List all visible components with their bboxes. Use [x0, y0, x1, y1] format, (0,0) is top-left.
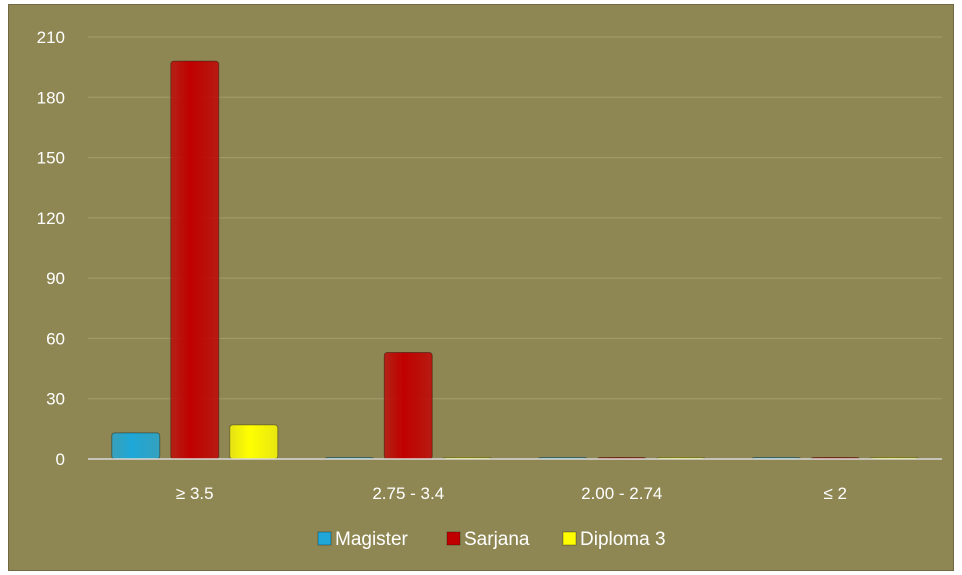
y-tick-label: 150	[37, 149, 65, 168]
x-tick-label: 2.75 - 3.4	[372, 484, 444, 503]
x-axis-ticks: ≥ 3.5 2.75 - 3.4 2.00 - 2.74 ≤ 2	[176, 484, 847, 503]
chart-area	[8, 4, 954, 571]
legend-swatch	[446, 531, 461, 546]
y-axis-ticks: 0 30 60 90 120 150 180 210	[37, 28, 65, 469]
legend-swatch	[562, 531, 577, 546]
y-tick-label: 210	[37, 28, 65, 47]
legend-swatch	[317, 531, 332, 546]
y-tick-label: 120	[37, 209, 65, 228]
x-tick-label: ≥ 3.5	[176, 484, 214, 503]
y-tick-label: 90	[46, 269, 65, 288]
y-tick-label: 30	[46, 390, 65, 409]
y-tick-label: 180	[37, 88, 65, 107]
x-tick-label: ≤ 2	[823, 484, 847, 503]
legend-label: Magister	[335, 529, 409, 550]
gridlines	[88, 36, 942, 400]
bars	[111, 60, 919, 460]
legend: Magister Sarjana Diploma 3	[317, 529, 666, 550]
legend-label: Diploma 3	[580, 529, 666, 550]
bar-magister	[111, 432, 161, 460]
bar-diploma-3	[229, 424, 279, 460]
legend-label: Sarjana	[464, 529, 530, 550]
x-tick-label: 2.00 - 2.74	[581, 484, 662, 503]
y-tick-label: 60	[46, 329, 65, 348]
bar-sarjana	[170, 60, 220, 460]
y-tick-label: 0	[56, 450, 65, 469]
bar-sarjana	[383, 351, 433, 460]
